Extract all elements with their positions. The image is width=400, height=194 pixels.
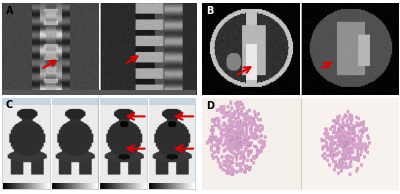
Text: B: B <box>206 6 213 16</box>
Text: D: D <box>206 101 214 111</box>
Text: A: A <box>6 6 13 16</box>
Bar <box>2 90 196 95</box>
Text: C: C <box>6 100 13 110</box>
Bar <box>2 98 196 104</box>
